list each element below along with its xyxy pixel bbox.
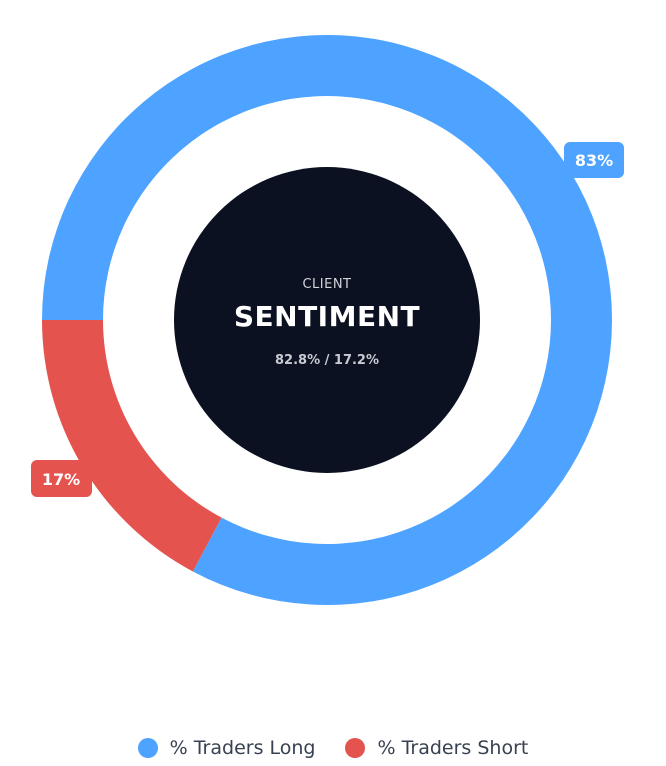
legend-item-long[interactable]: % Traders Long bbox=[137, 737, 316, 759]
center-subtitle: CLIENT bbox=[302, 277, 351, 292]
legend-label-long: % Traders Long bbox=[169, 737, 316, 759]
chart-legend: % Traders Long % Traders Short bbox=[0, 734, 666, 762]
center-detail: 82.8% / 17.2% bbox=[275, 353, 379, 368]
slice-traders-short[interactable] bbox=[42, 320, 222, 572]
legend-item-short[interactable]: % Traders Short bbox=[345, 737, 528, 759]
data-label-short: 17% bbox=[31, 460, 92, 497]
data-label-short-text: 17% bbox=[42, 470, 80, 489]
donut-center-disc bbox=[174, 167, 480, 473]
data-label-long-badge bbox=[564, 142, 624, 178]
data-label-short-badge bbox=[31, 460, 92, 497]
donut-slices bbox=[42, 34, 612, 606]
center-title: SENTIMENT bbox=[234, 300, 420, 333]
data-label-long-text: 83% bbox=[575, 151, 613, 170]
legend-swatch-short bbox=[345, 738, 366, 758]
legend-swatch-long bbox=[137, 738, 158, 758]
legend-label-short: % Traders Short bbox=[377, 737, 529, 759]
data-label-long: 83% bbox=[564, 142, 624, 178]
